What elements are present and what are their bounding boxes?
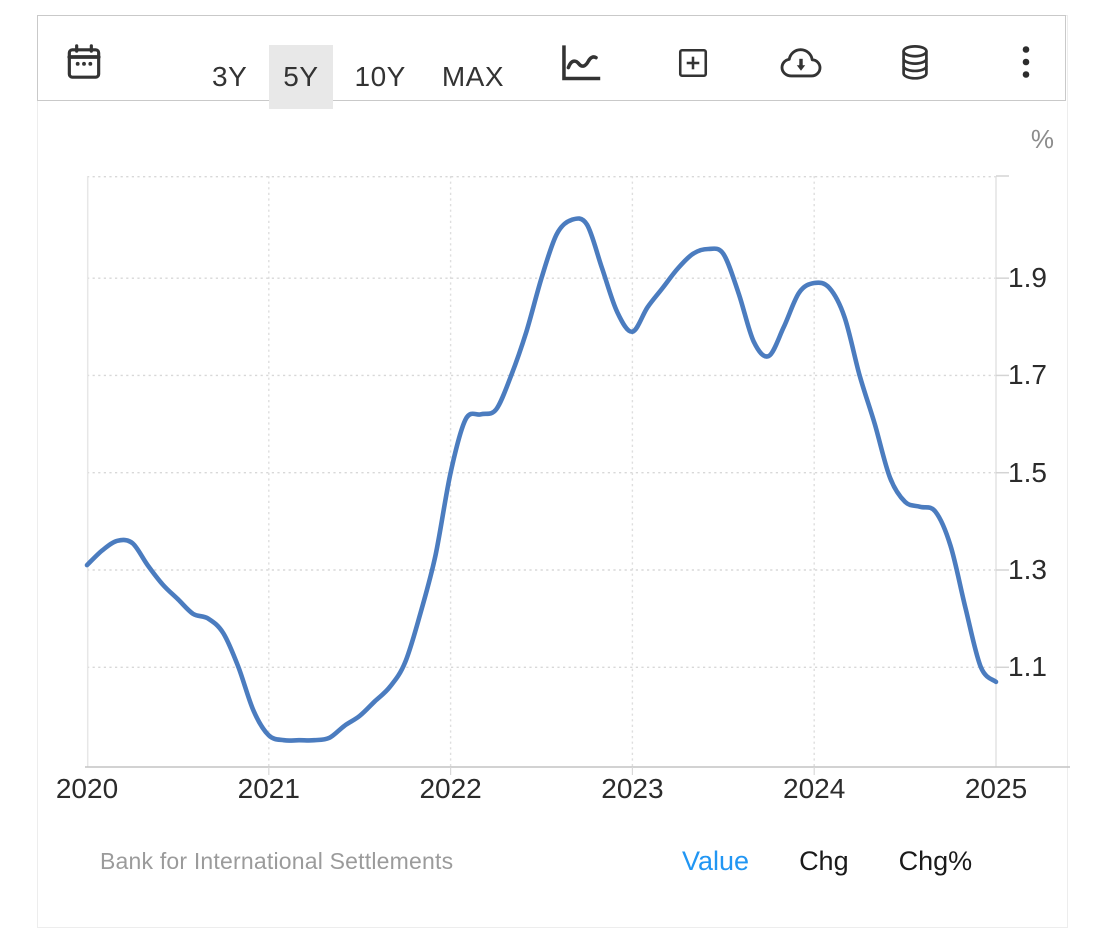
x-axis-label: 2024 xyxy=(783,773,846,804)
y-axis-label: 1.1 xyxy=(1008,651,1047,683)
y-axis-label: 1.3 xyxy=(1008,554,1047,585)
x-axis-label: 2020 xyxy=(55,773,119,804)
range-button-5y[interactable]: 5Y xyxy=(269,45,333,109)
stat-mode-group: Value Chg Chg% xyxy=(682,846,972,877)
y-axis-label: 1.9 xyxy=(1008,262,1047,294)
chart-type-button[interactable] xyxy=(556,42,602,86)
line-chart-plot xyxy=(84,175,1070,775)
x-axis-label: 2023 xyxy=(601,773,664,804)
stat-mode-chg-pct[interactable]: Chg% xyxy=(898,846,973,876)
stat-mode-value[interactable]: Value xyxy=(682,846,750,876)
line-chart-icon xyxy=(556,42,602,86)
range-button-10y[interactable]: 10Y xyxy=(354,61,406,92)
source-attribution: Bank for International Settlements xyxy=(100,848,454,874)
download-button[interactable] xyxy=(778,44,825,82)
chart-toolbar: 3Y 5Y 10Y MAX xyxy=(37,15,1066,109)
x-axis-label: 2025 xyxy=(964,773,1028,804)
compare-add-button[interactable] xyxy=(675,45,711,81)
y-axis-label: 1.5 xyxy=(1008,456,1047,488)
calendar-icon xyxy=(64,42,104,84)
cloud-download-icon xyxy=(778,44,825,82)
y-axis-label: 1.7 xyxy=(1008,359,1047,391)
database-icon xyxy=(897,42,933,84)
compare-add-icon xyxy=(675,45,711,81)
calendar-button[interactable] xyxy=(64,42,104,84)
range-button-max[interactable]: MAX xyxy=(441,61,505,92)
chart-card xyxy=(37,15,1068,928)
range-button-3y[interactable]: 3Y xyxy=(212,61,248,92)
data-source-button[interactable] xyxy=(897,42,933,84)
stat-mode-chg[interactable]: Chg xyxy=(799,846,849,876)
data-series-line xyxy=(84,216,999,743)
y-axis-unit: % xyxy=(1030,124,1054,154)
x-axis-label: 2022 xyxy=(419,773,482,804)
kebab-menu-icon xyxy=(1021,45,1031,81)
more-options-button[interactable] xyxy=(1021,45,1031,81)
x-axis-label: 2021 xyxy=(237,773,300,804)
range-group: 3Y 5Y 10Y MAX xyxy=(198,45,518,109)
